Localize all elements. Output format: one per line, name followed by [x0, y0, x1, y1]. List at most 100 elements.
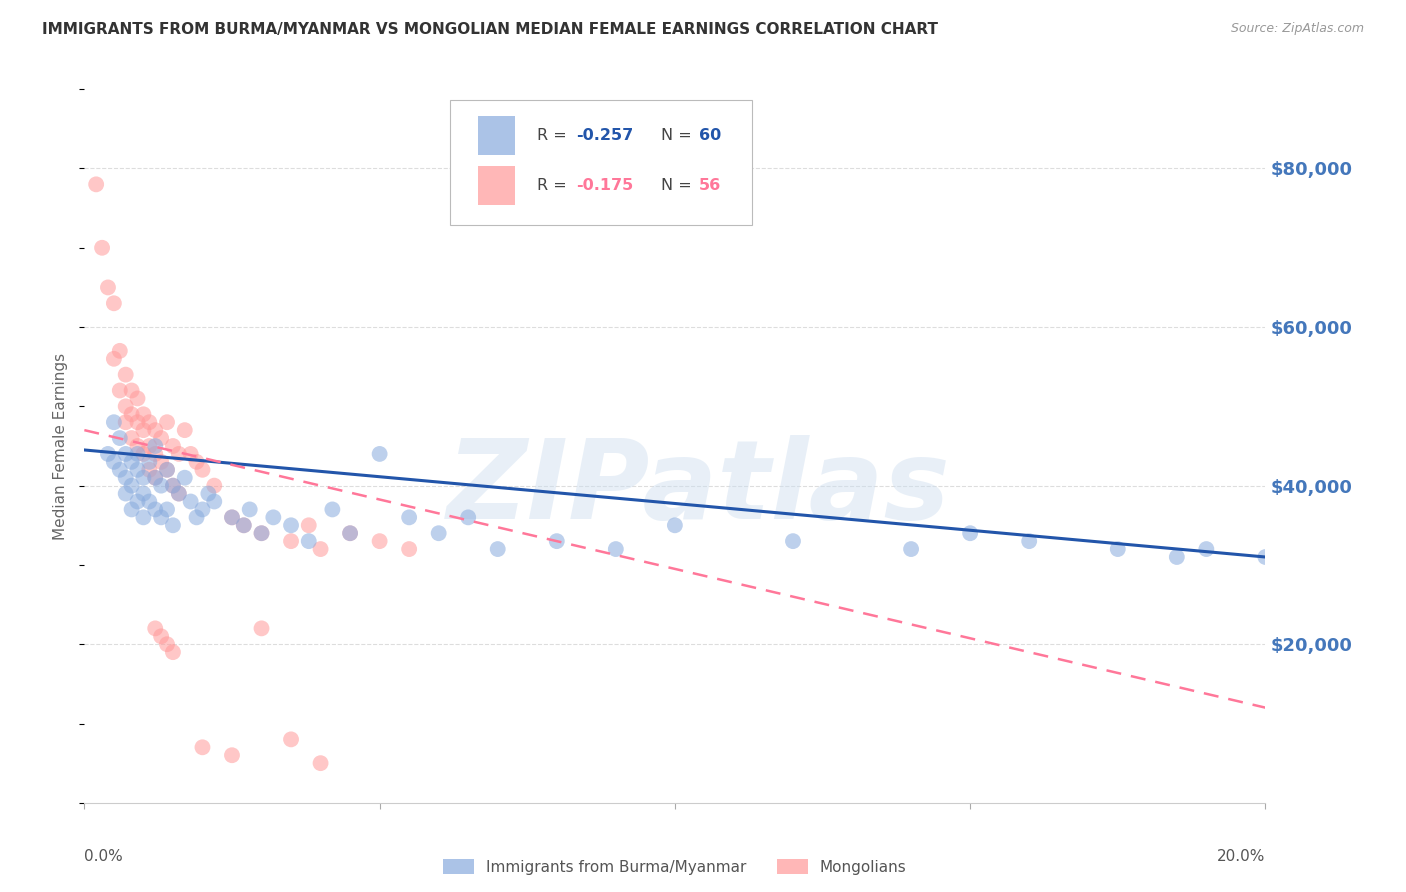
- Point: [605, 542, 627, 557]
- Point: [900, 542, 922, 557]
- Point: [138, 439, 160, 453]
- Point: [150, 431, 173, 445]
- Point: [91, 241, 114, 255]
- Point: [1107, 542, 1129, 557]
- Point: [250, 526, 273, 541]
- Point: [167, 486, 190, 500]
- Point: [486, 542, 509, 557]
- Point: [162, 439, 184, 453]
- Point: [156, 637, 179, 651]
- Text: -0.257: -0.257: [575, 128, 633, 143]
- Point: [143, 471, 166, 485]
- Point: [108, 343, 131, 358]
- Text: -0.175: -0.175: [575, 178, 633, 193]
- Point: [162, 478, 184, 492]
- Point: [143, 447, 166, 461]
- Point: [143, 423, 166, 437]
- Bar: [478, 116, 516, 155]
- Point: [782, 534, 804, 549]
- Point: [173, 423, 195, 437]
- Text: 20.0%: 20.0%: [1218, 849, 1265, 864]
- Point: [398, 510, 420, 524]
- Point: [250, 621, 273, 635]
- Point: [167, 486, 190, 500]
- Point: [132, 471, 155, 485]
- Point: [221, 510, 243, 524]
- Point: [186, 510, 208, 524]
- Point: [132, 447, 155, 461]
- Point: [298, 534, 321, 549]
- Point: [156, 502, 179, 516]
- Point: [121, 407, 143, 421]
- Point: [280, 518, 302, 533]
- Bar: [478, 166, 516, 205]
- Point: [97, 447, 120, 461]
- Point: [138, 463, 160, 477]
- Point: [368, 534, 391, 549]
- Text: N =: N =: [661, 178, 696, 193]
- Point: [221, 510, 243, 524]
- Point: [114, 447, 136, 461]
- Text: 56: 56: [699, 178, 721, 193]
- Point: [186, 455, 208, 469]
- Point: [138, 494, 160, 508]
- Point: [427, 526, 450, 541]
- Point: [398, 542, 420, 557]
- Point: [221, 748, 243, 763]
- Point: [156, 415, 179, 429]
- Point: [114, 471, 136, 485]
- Point: [150, 478, 173, 492]
- Point: [191, 502, 214, 516]
- Point: [180, 494, 202, 508]
- Point: [127, 463, 149, 477]
- Point: [959, 526, 981, 541]
- Point: [97, 280, 120, 294]
- Point: [239, 502, 262, 516]
- Point: [132, 486, 155, 500]
- Point: [664, 518, 686, 533]
- Point: [138, 415, 160, 429]
- Point: [114, 368, 136, 382]
- Point: [121, 502, 143, 516]
- Point: [108, 463, 131, 477]
- Point: [132, 423, 155, 437]
- Point: [232, 518, 254, 533]
- Point: [132, 407, 155, 421]
- Point: [1166, 549, 1188, 564]
- Point: [103, 415, 125, 429]
- Point: [197, 486, 219, 500]
- Point: [191, 740, 214, 755]
- Point: [103, 296, 125, 310]
- Point: [162, 478, 184, 492]
- Point: [321, 502, 343, 516]
- Point: [143, 621, 166, 635]
- Point: [138, 455, 160, 469]
- Point: [121, 478, 143, 492]
- Point: [143, 471, 166, 485]
- Point: [127, 439, 149, 453]
- Legend: Immigrants from Burma/Myanmar, Mongolians: Immigrants from Burma/Myanmar, Mongolian…: [437, 853, 912, 880]
- Point: [150, 629, 173, 643]
- Point: [1254, 549, 1277, 564]
- Point: [162, 518, 184, 533]
- Point: [150, 510, 173, 524]
- Point: [162, 645, 184, 659]
- Point: [132, 510, 155, 524]
- Point: [546, 534, 568, 549]
- Point: [250, 526, 273, 541]
- Point: [280, 732, 302, 747]
- Text: N =: N =: [661, 128, 696, 143]
- Point: [262, 510, 284, 524]
- Point: [173, 471, 195, 485]
- Point: [121, 384, 143, 398]
- Text: ZIPatlas: ZIPatlas: [447, 435, 950, 542]
- Point: [127, 415, 149, 429]
- Text: R =: R =: [537, 178, 572, 193]
- Point: [339, 526, 361, 541]
- Point: [127, 494, 149, 508]
- Point: [127, 447, 149, 461]
- Point: [202, 494, 225, 508]
- Point: [309, 756, 332, 771]
- Point: [167, 447, 190, 461]
- FancyBboxPatch shape: [450, 100, 752, 225]
